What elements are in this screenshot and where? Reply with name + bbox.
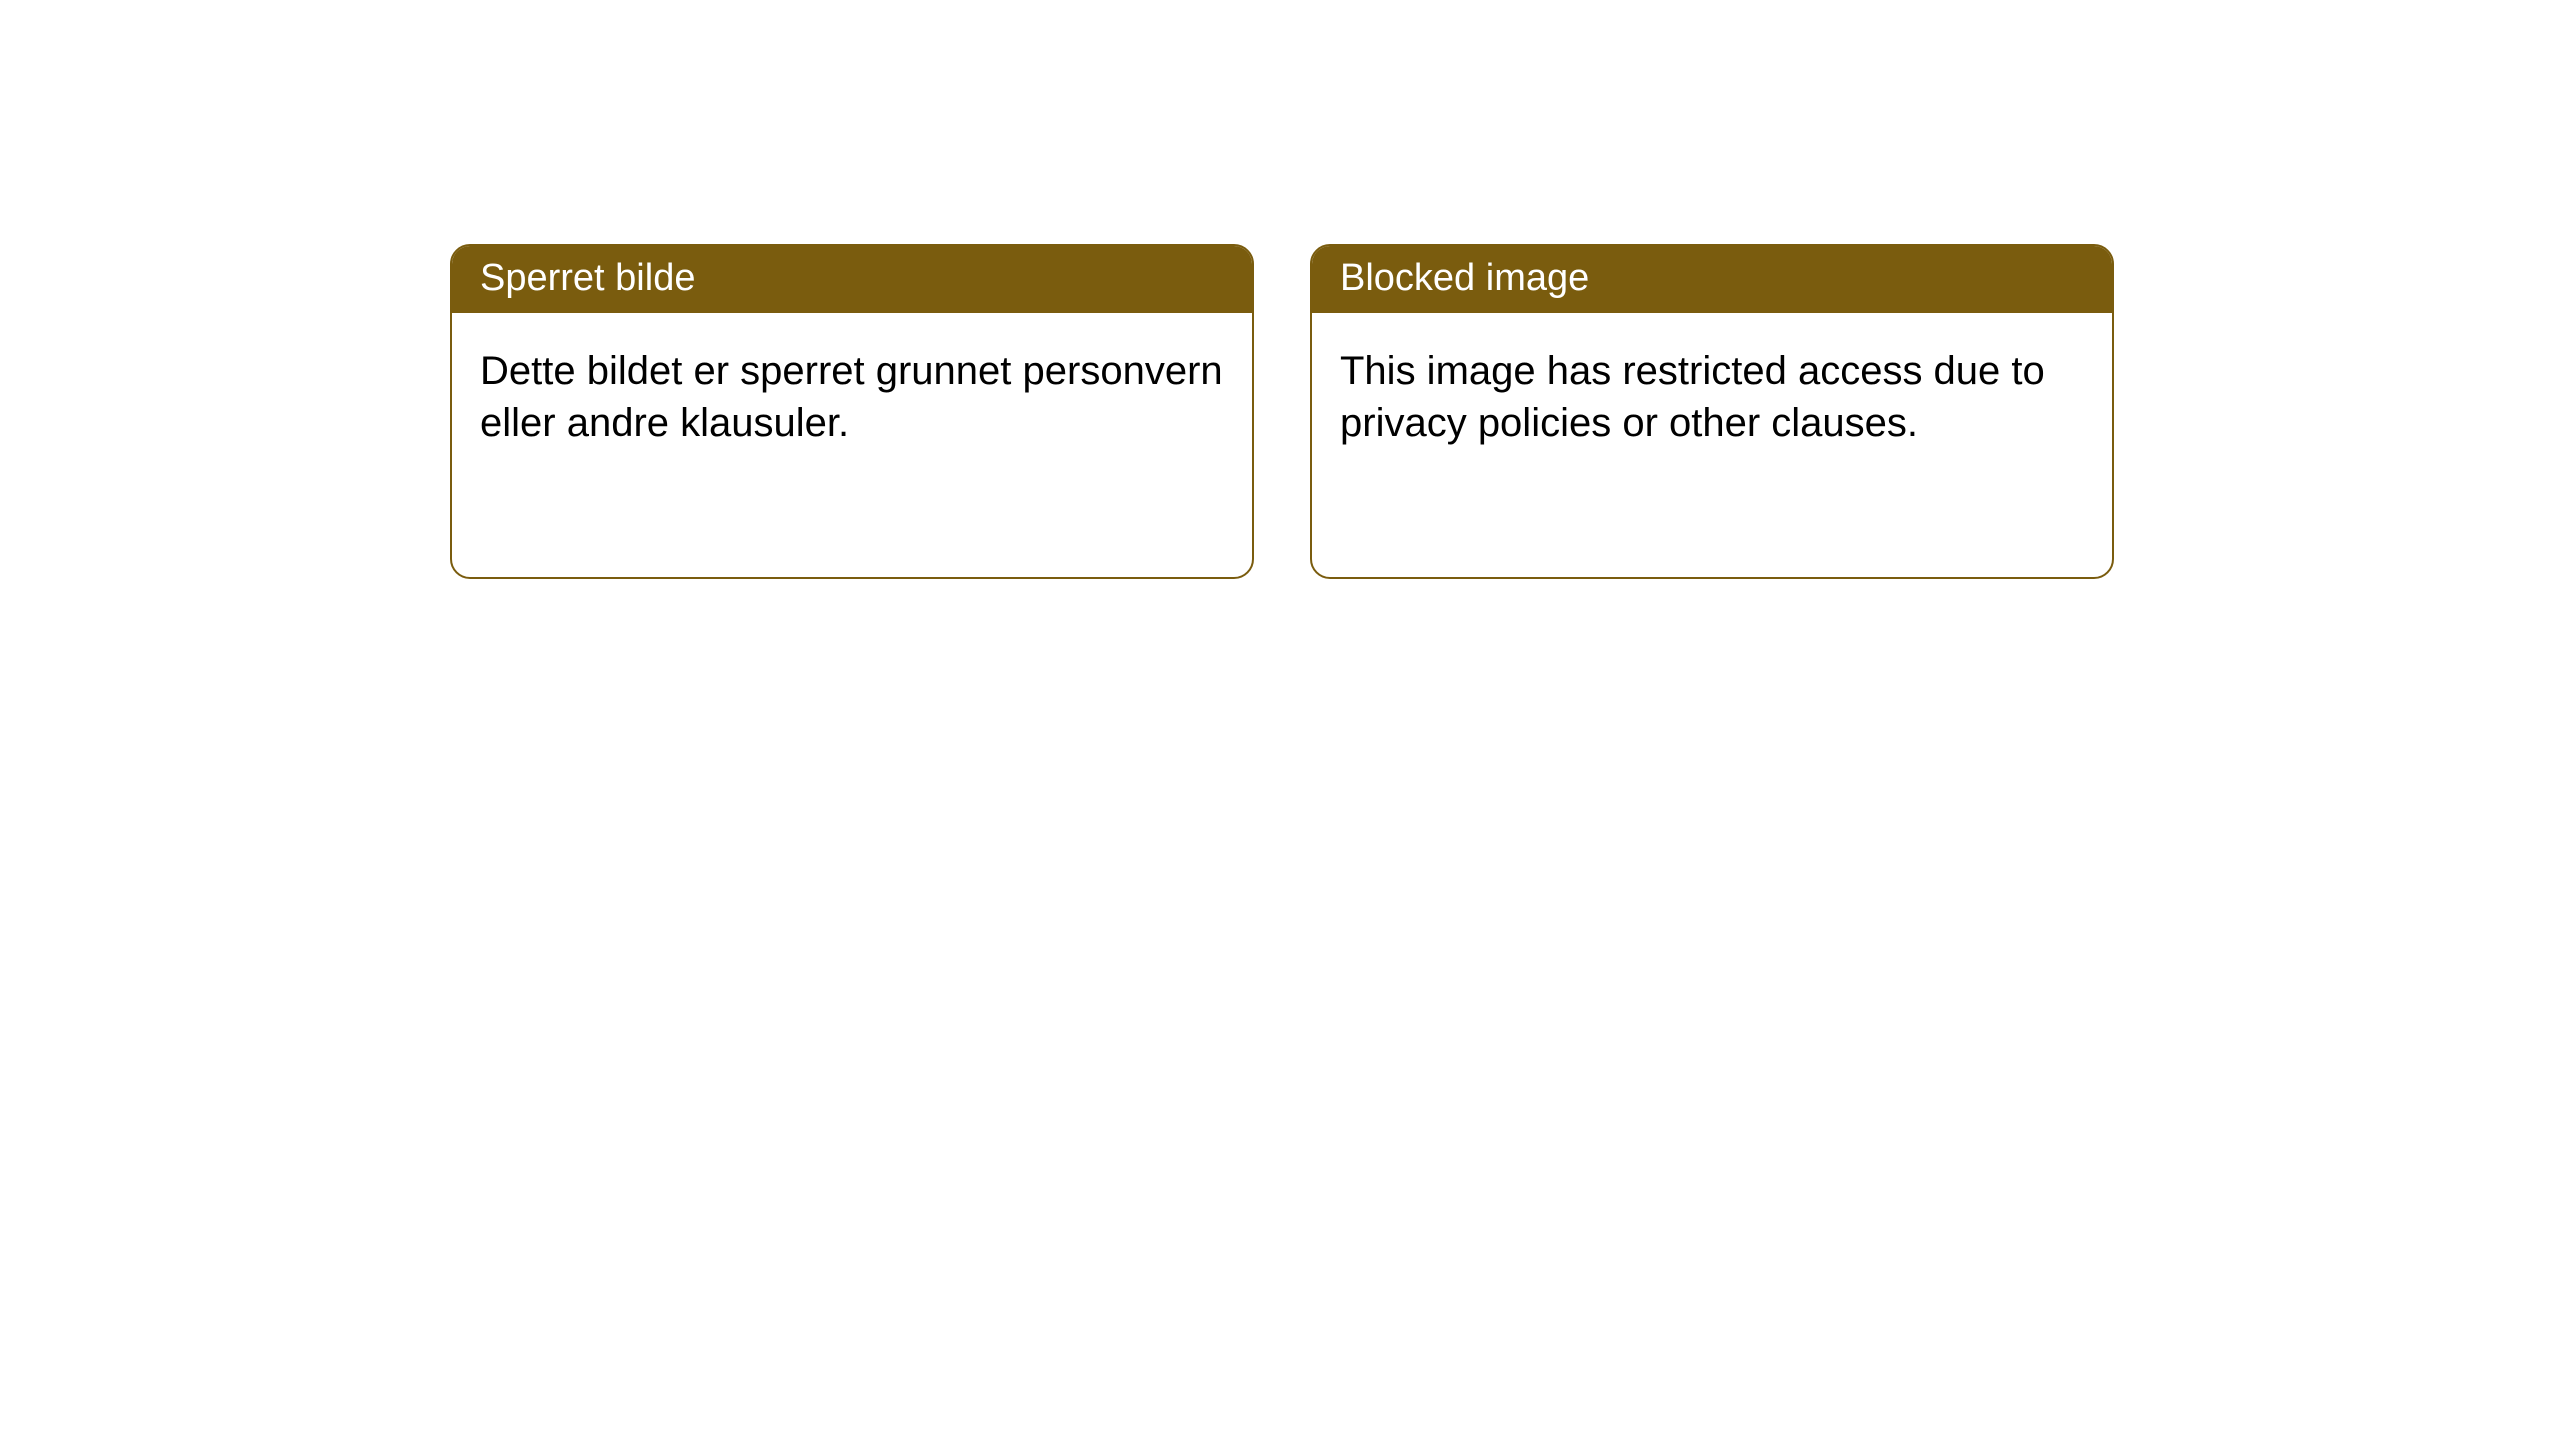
card-body-en: This image has restricted access due to … (1312, 313, 2112, 481)
card-body-no: Dette bildet er sperret grunnet personve… (452, 313, 1252, 481)
card-title-no: Sperret bilde (452, 246, 1252, 313)
blocked-image-card-en: Blocked image This image has restricted … (1310, 244, 2114, 579)
card-title-en: Blocked image (1312, 246, 2112, 313)
cards-container: Sperret bilde Dette bildet er sperret gr… (0, 0, 2560, 579)
blocked-image-card-no: Sperret bilde Dette bildet er sperret gr… (450, 244, 1254, 579)
